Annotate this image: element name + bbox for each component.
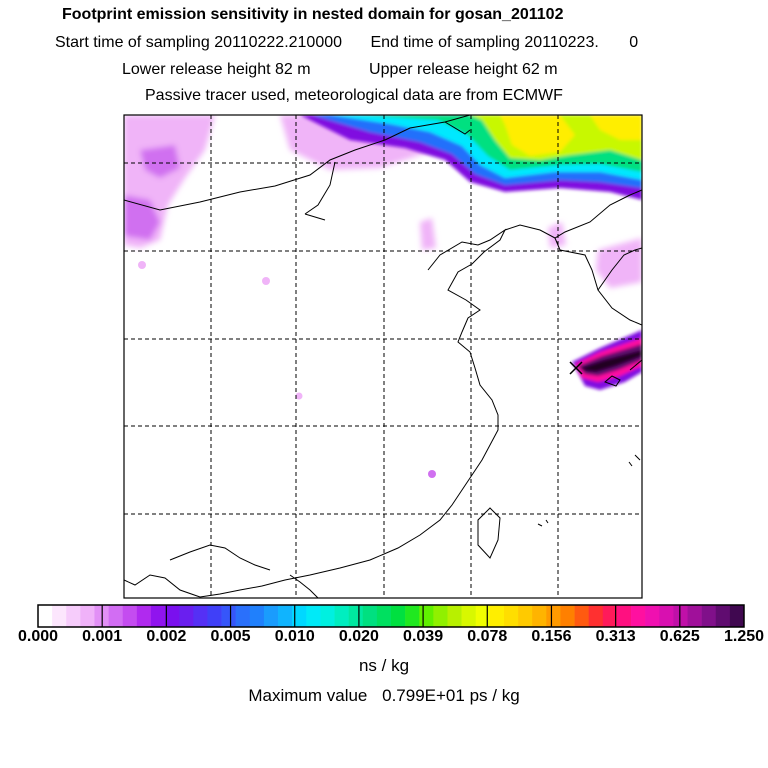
sampling-time-line: Start time of sampling 20110222.210000 E…: [55, 34, 638, 52]
colorbar-swatch: [235, 605, 251, 627]
colorbar-swatch: [447, 605, 462, 627]
start-time-value: 20110222.210000: [214, 34, 343, 51]
colorbar-tick-label: 0.078: [467, 628, 508, 645]
colorbar-swatch: [320, 605, 335, 627]
colorbar-tick-label: 0.039: [403, 628, 444, 645]
colorbar-swatch: [66, 605, 81, 627]
colorbar-tick-label: 0.313: [595, 628, 636, 645]
colorbar-swatch: [659, 605, 674, 627]
colorbar-swatch: [489, 605, 505, 627]
end-time-suffix: 0: [629, 34, 639, 51]
colorbar-swatch: [433, 605, 448, 627]
colorbar-swatch: [348, 605, 364, 627]
colorbar-swatch: [221, 605, 236, 627]
sensitivity-field: [124, 115, 642, 478]
colorbar-swatch: [80, 605, 95, 627]
colorbar-swatch: [546, 605, 561, 627]
colorbar: [37, 604, 745, 628]
colorbar-swatch: [278, 605, 293, 627]
colorbar-swatch: [631, 605, 646, 627]
colorbar-swatch: [150, 605, 166, 627]
colorbar-swatch: [461, 605, 477, 627]
colorbar-swatch: [419, 605, 434, 627]
colorbar-swatch: [588, 605, 604, 627]
colorbar-swatch: [207, 605, 222, 627]
colorbar-swatch: [574, 605, 589, 627]
plot-title: Footprint emission sensitivity in nested…: [62, 6, 564, 23]
colorbar-swatch: [362, 605, 378, 627]
coastlines: [124, 115, 642, 598]
start-time-label: Start time of sampling: [55, 34, 210, 51]
scattered-dots: [138, 261, 436, 478]
maximum-label: Maximum value: [248, 686, 368, 705]
colorbar-swatch: [334, 605, 349, 627]
colorbar-tick-label: 0.156: [531, 628, 572, 645]
colorbar-swatch: [687, 605, 702, 627]
colorbar-tick-label: 0.625: [659, 628, 700, 645]
colorbar-swatch: [136, 605, 152, 627]
colorbar-swatch: [532, 605, 547, 627]
colorbar-tick-label: 0.000: [17, 628, 59, 645]
colorbar-swatch: [292, 605, 307, 627]
end-time-value: 20110223.: [524, 34, 599, 51]
colorbar-swatch: [405, 605, 420, 627]
colorbar-tick-label: 0.002: [146, 628, 187, 645]
maximum-value-line: Maximum value 0.799E+01 ps / kg: [0, 686, 768, 706]
receptor-plume: [572, 330, 642, 390]
colorbar-swatch: [38, 605, 53, 627]
colorbar-swatch: [616, 605, 632, 627]
lower-height-label: Lower release height: [122, 61, 271, 78]
colorbar-tick-label: 0.005: [210, 628, 251, 645]
colorbar-swatch: [108, 605, 124, 627]
colorbar-swatch: [165, 605, 180, 627]
colorbar-swatch: [249, 605, 265, 627]
colorbar-swatch: [193, 605, 208, 627]
colorbar-swatch: [52, 605, 67, 627]
colorbar-swatch: [391, 605, 406, 627]
colorbar-swatch: [503, 605, 519, 627]
colorbar-swatch: [673, 605, 688, 627]
colorbar-swatch: [701, 605, 717, 627]
colorbar-swatch: [715, 605, 731, 627]
grid-lines: [124, 115, 642, 598]
colorbar-swatch: [122, 605, 138, 627]
colorbar-swatch: [306, 605, 321, 627]
x-marker-icon: [569, 361, 583, 375]
colorbar-swatch: [179, 605, 194, 627]
colorbar-swatch: [560, 605, 575, 627]
unit-label: ns / kg: [358, 656, 410, 675]
map-frame: [123, 114, 643, 599]
colorbar-tick-label: 0.001: [82, 628, 123, 645]
upper-height-label: Upper release height: [369, 61, 518, 78]
colorbar-tick-label: 0.010: [274, 628, 315, 645]
colorbar-tick-label: 0.020: [338, 628, 379, 645]
colorbar-swatch: [376, 605, 392, 627]
lower-height-value: 82 m: [275, 61, 311, 78]
colorbar-frame: [37, 604, 745, 628]
maximum-value: 0.799E+01 ps / kg: [382, 686, 520, 705]
release-height-line: Lower release height 82 m Upper release …: [122, 61, 558, 79]
colorbar-tick-label: 1.250: [723, 628, 765, 645]
colorbar-swatch: [602, 605, 618, 627]
end-time-label: End time of sampling: [370, 34, 520, 51]
colorbar-swatch: [263, 605, 279, 627]
map-background: [124, 115, 642, 598]
colorbar-swatch: [475, 605, 491, 627]
tracer-note: Passive tracer used, meteorological data…: [145, 87, 563, 104]
colorbar-swatch: [645, 605, 660, 627]
colorbar-swatch: [729, 605, 745, 627]
upper-height-value: 62 m: [522, 61, 558, 78]
colorbar-swatch: [518, 605, 533, 627]
